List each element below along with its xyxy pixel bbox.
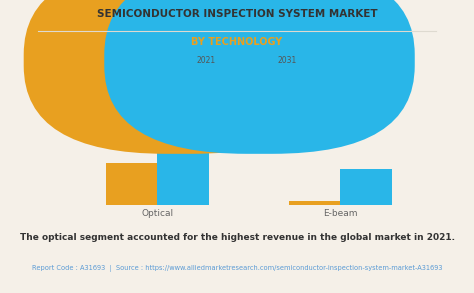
Text: Report Code : A31693  |  Source : https://www.alliedmarketresearch.com/semicondu: Report Code : A31693 | Source : https://… xyxy=(32,265,442,272)
Bar xyxy=(289,201,340,205)
Text: SEMICONDUCTOR INSPECTION SYSTEM MARKET: SEMICONDUCTOR INSPECTION SYSTEM MARKET xyxy=(97,9,377,19)
Text: 2021: 2021 xyxy=(197,56,216,64)
Bar xyxy=(157,93,209,205)
Text: The optical segment accounted for the highest revenue in the global market in 20: The optical segment accounted for the hi… xyxy=(19,233,455,242)
Text: 2031: 2031 xyxy=(277,56,297,64)
Bar xyxy=(106,163,157,205)
Bar xyxy=(340,169,392,205)
Text: BY TECHNOLOGY: BY TECHNOLOGY xyxy=(191,37,283,47)
